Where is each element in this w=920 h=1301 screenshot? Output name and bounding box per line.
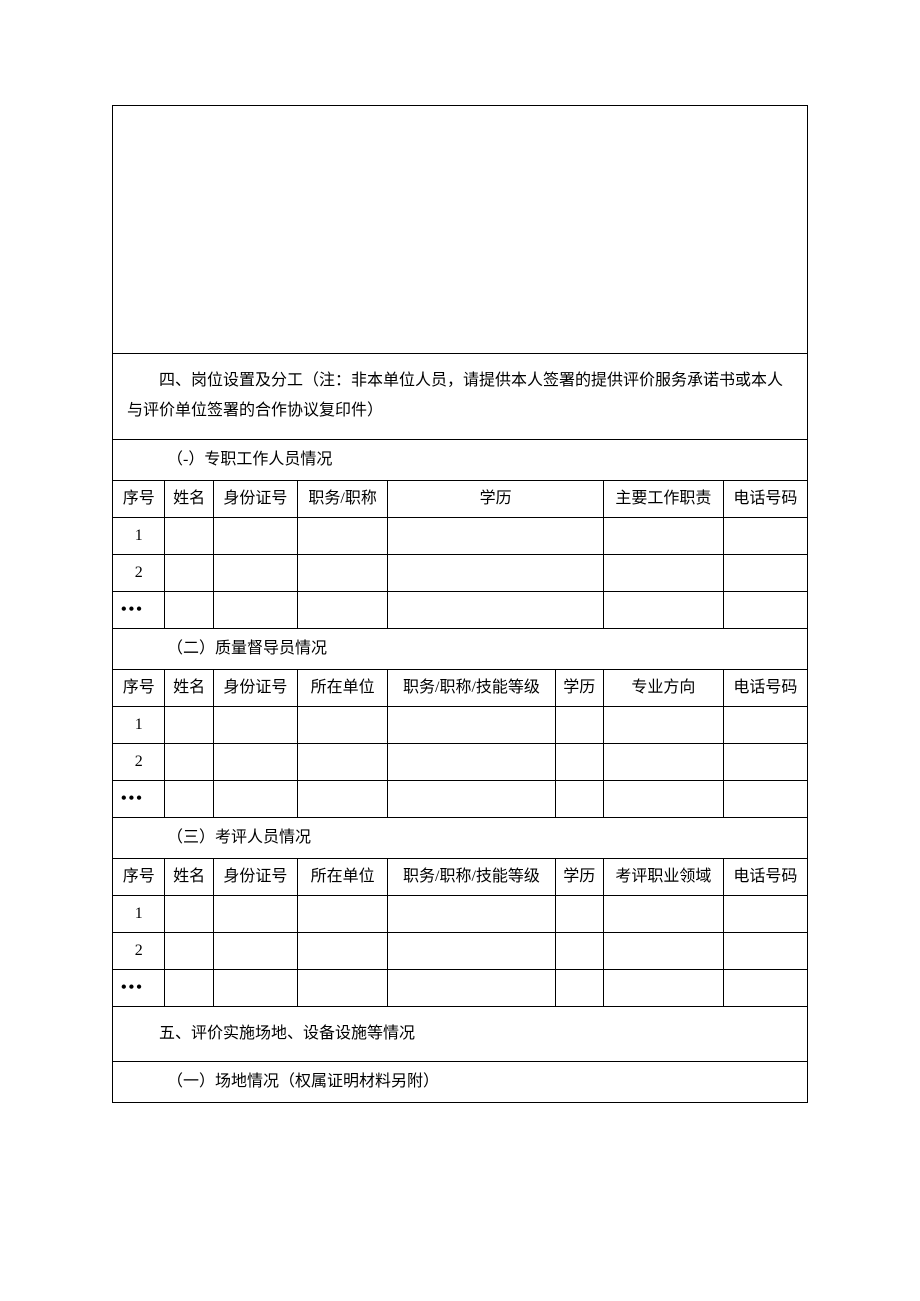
section-4-3-title: （三）考评人员情况 xyxy=(113,817,808,858)
col-edu: 学历 xyxy=(555,669,603,706)
col-title: 职务/职称/技能等级 xyxy=(388,858,555,895)
col-phone: 电话号码 xyxy=(723,858,807,895)
col-name: 姓名 xyxy=(165,480,213,517)
table-1-row: ••• xyxy=(113,591,808,628)
section-4-2-title: （二）质量督导员情况 xyxy=(113,628,808,669)
col-id: 身份证号 xyxy=(213,480,297,517)
col-id: 身份证号 xyxy=(213,669,297,706)
col-seq: 序号 xyxy=(113,858,165,895)
col-seq: 序号 xyxy=(113,669,165,706)
table-3-row: 1 xyxy=(113,895,808,932)
col-field: 考评职业领域 xyxy=(603,858,723,895)
table-2-row: 1 xyxy=(113,706,808,743)
col-title: 职务/职称/技能等级 xyxy=(388,669,555,706)
section-5-1-title: （一）场地情况（权属证明材料另附） xyxy=(113,1062,808,1103)
col-unit: 所在单位 xyxy=(297,669,388,706)
section-4-1-title: （-）专职工作人员情况 xyxy=(113,439,808,480)
form-table: 四、岗位设置及分工（注：非本单位人员，请提供本人签署的提供评价服务承诺书或本人与… xyxy=(112,105,808,1103)
col-edu: 学历 xyxy=(555,858,603,895)
col-seq: 序号 xyxy=(113,480,165,517)
col-unit: 所在单位 xyxy=(297,858,388,895)
table-1-row: 1 xyxy=(113,517,808,554)
table-2-row: ••• xyxy=(113,780,808,817)
section-4-title: 四、岗位设置及分工（注：非本单位人员，请提供本人签署的提供评价服务承诺书或本人与… xyxy=(113,354,808,440)
col-phone: 电话号码 xyxy=(723,480,807,517)
col-name: 姓名 xyxy=(165,669,213,706)
col-phone: 电话号码 xyxy=(723,669,807,706)
col-edu: 学历 xyxy=(388,480,603,517)
section-5-title: 五、评价实施场地、设备设施等情况 xyxy=(113,1006,808,1061)
table-2-row: 2 xyxy=(113,743,808,780)
table-3-row: ••• xyxy=(113,969,808,1006)
col-duty: 主要工作职责 xyxy=(603,480,723,517)
col-name: 姓名 xyxy=(165,858,213,895)
col-title: 职务/职称 xyxy=(297,480,388,517)
table-3-row: 2 xyxy=(113,932,808,969)
col-dir: 专业方向 xyxy=(603,669,723,706)
blank-section xyxy=(113,106,808,354)
table-3-header-row: 序号 姓名 身份证号 所在单位 职务/职称/技能等级 学历 考评职业领域 电话号… xyxy=(113,858,808,895)
table-1-row: 2 xyxy=(113,554,808,591)
col-id: 身份证号 xyxy=(213,858,297,895)
table-1-header-row: 序号 姓名 身份证号 职务/职称 学历 主要工作职责 电话号码 xyxy=(113,480,808,517)
table-2-header-row: 序号 姓名 身份证号 所在单位 职务/职称/技能等级 学历 专业方向 电话号码 xyxy=(113,669,808,706)
